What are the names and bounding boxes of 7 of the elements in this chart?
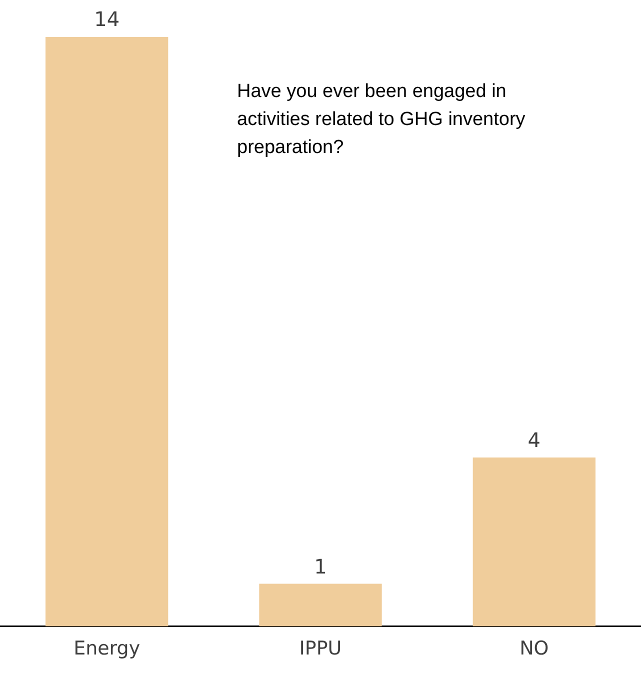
x-tick-label: NO (520, 638, 549, 660)
data-label: 14 (94, 7, 120, 32)
x-tick-label: Energy (74, 638, 140, 660)
text: Have you ever been engaged in activities related to GHG inventory preparation? (237, 80, 526, 160)
data-label: 4 (528, 428, 541, 452)
x-tick-label: IPPU (299, 638, 342, 660)
data-label: 1 (314, 554, 327, 578)
